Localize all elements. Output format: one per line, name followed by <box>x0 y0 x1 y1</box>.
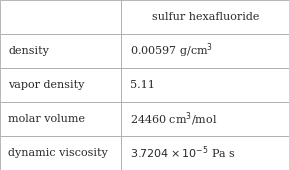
Text: dynamic viscosity: dynamic viscosity <box>8 148 108 158</box>
Text: $3.7204\times10^{-5}$ Pa s: $3.7204\times10^{-5}$ Pa s <box>130 145 236 161</box>
Text: molar volume: molar volume <box>8 114 86 124</box>
Bar <box>0 0 121 34</box>
Bar <box>121 0 289 34</box>
Bar <box>0 34 121 68</box>
Bar <box>121 68 289 102</box>
Text: sulfur hexafluoride: sulfur hexafluoride <box>151 12 259 22</box>
Text: 5.11: 5.11 <box>130 80 155 90</box>
Text: 24460 cm$^3$/mol: 24460 cm$^3$/mol <box>130 110 217 128</box>
Bar <box>0 136 121 170</box>
Text: vapor density: vapor density <box>8 80 85 90</box>
Bar <box>0 102 121 136</box>
Text: density: density <box>8 46 49 56</box>
Bar <box>121 102 289 136</box>
Text: 0.00597 g/cm$^3$: 0.00597 g/cm$^3$ <box>130 42 213 60</box>
Bar <box>121 136 289 170</box>
Bar <box>0 68 121 102</box>
Bar <box>121 34 289 68</box>
